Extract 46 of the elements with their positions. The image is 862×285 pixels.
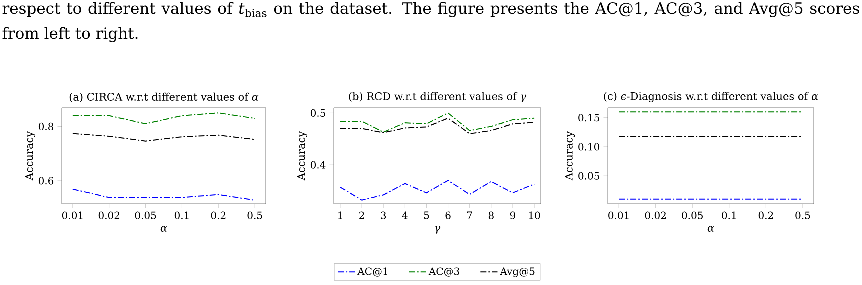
- text: respect to different values of t$_{bias}$ on the dataset. The figure presents the AC@1, AC@3, and Avg@5 scores from left to right.: [2, 2, 860, 42]
- x-tick-label: 3: [381, 212, 386, 220]
- y-tick-label: 0.4: [310, 161, 326, 169]
- x-tick-label: 0.2: [758, 212, 774, 220]
- x-tick-label: 6: [446, 212, 451, 220]
- x-tick-label: 0.5: [248, 212, 262, 220]
- x-tick-label: 4: [402, 212, 408, 220]
- legend-label: Avg@5: [500, 268, 535, 278]
- line-series: [72, 112, 256, 124]
- line-series: [340, 112, 536, 133]
- x-tick-label: 0.02: [98, 212, 120, 220]
- x-tick-label: 5: [424, 212, 430, 220]
- y-axis-title: Accuracy: [297, 131, 308, 181]
- y-tick-label: 0.15: [578, 114, 600, 122]
- line-series: [340, 118, 536, 134]
- x-tick-label: 9: [510, 212, 516, 220]
- y-tick-label: 0.10: [578, 143, 600, 151]
- x-tick-label: 0.01: [608, 212, 629, 220]
- y-axis-title: Accuracy: [25, 131, 36, 181]
- legend-label: AC@1: [358, 268, 388, 277]
- y-tick-label: 0.8: [38, 122, 54, 130]
- line-series: [340, 180, 536, 201]
- x-tick-label: 0.02: [645, 212, 666, 220]
- chart-title: (b) RCD w.r.t different values of γ: [349, 92, 527, 102]
- chart-title: (c) ϵ-Diagnosis w.r.t different values of α: [604, 92, 818, 102]
- x-tick-label: 2: [360, 212, 364, 220]
- legend-label: AC@3: [428, 268, 460, 277]
- y-tick-label: 0.6: [38, 177, 54, 185]
- chart-title: (a) CIRCA w.r.t different values of α: [70, 92, 259, 102]
- x-tick-label: 10: [529, 212, 540, 220]
- x-axis-title: γ: [435, 226, 441, 234]
- x-axis-title: α: [708, 226, 714, 232]
- line-series: [72, 133, 256, 142]
- x-tick-label: 1: [338, 212, 342, 220]
- x-tick-label: 0.2: [211, 212, 226, 220]
- x-tick-label: 0.05: [135, 212, 156, 220]
- y-tick-label: 0.05: [578, 172, 600, 180]
- x-tick-label: 0.01: [62, 212, 83, 220]
- x-tick-label: 0.1: [722, 212, 736, 220]
- x-axis-title: α: [160, 226, 168, 232]
- x-tick-label: 7: [468, 212, 472, 220]
- y-axis-title: Accuracy: [565, 131, 576, 181]
- x-tick-label: 0.05: [682, 212, 703, 220]
- x-tick-label: 0.5: [796, 212, 810, 220]
- x-tick-label: 0.1: [174, 212, 189, 220]
- x-tick-label: 8: [488, 212, 494, 220]
